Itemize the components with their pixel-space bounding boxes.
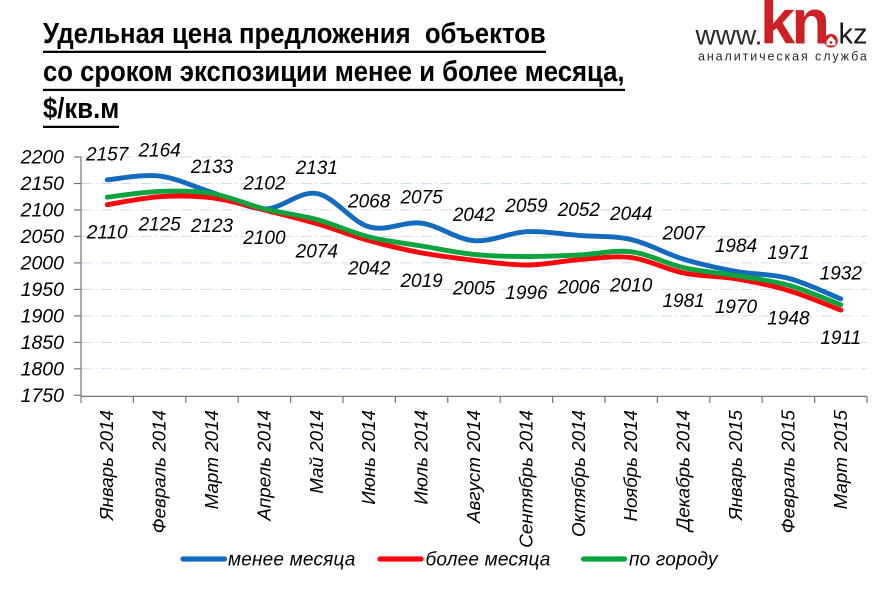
svg-text:2075: 2075 <box>399 188 443 209</box>
svg-text:Май 2014: Май 2014 <box>306 410 327 494</box>
svg-text:2044: 2044 <box>609 204 652 225</box>
svg-text:2005: 2005 <box>452 278 496 299</box>
svg-text:2006: 2006 <box>557 278 601 299</box>
svg-text:Февраль 2015: Февраль 2015 <box>777 409 798 533</box>
svg-text:2059: 2059 <box>504 196 548 217</box>
svg-text:1948: 1948 <box>767 309 810 330</box>
svg-text:Март 2015: Март 2015 <box>830 409 851 509</box>
svg-text:2050: 2050 <box>20 226 65 248</box>
svg-text:1984: 1984 <box>715 236 757 257</box>
svg-text:1900: 1900 <box>21 305 65 327</box>
svg-text:Октябрь 2014: Октябрь 2014 <box>568 410 589 537</box>
svg-text:kn: kn <box>760 0 827 58</box>
svg-text:1911: 1911 <box>820 328 861 349</box>
svg-text:Июль 2014: Июль 2014 <box>411 410 432 505</box>
svg-text:1971: 1971 <box>767 243 809 264</box>
svg-text:2133: 2133 <box>190 157 234 178</box>
svg-text:2100: 2100 <box>242 228 286 249</box>
svg-text:2007: 2007 <box>661 224 706 245</box>
svg-text:Март 2014: Март 2014 <box>201 410 222 509</box>
svg-text:Февраль 2014: Февраль 2014 <box>149 410 170 533</box>
svg-text:Декабрь 2014: Декабрь 2014 <box>673 410 694 533</box>
svg-text:1850: 1850 <box>21 332 65 354</box>
svg-text:1800: 1800 <box>21 358 65 380</box>
svg-text:Август 2014: Август 2014 <box>463 410 484 524</box>
svg-text:Ноябрь 2014: Ноябрь 2014 <box>620 410 641 522</box>
svg-text:аналитическая служба: аналитическая служба <box>698 50 869 64</box>
svg-text:2123: 2123 <box>190 216 234 237</box>
svg-text:Сентябрь 2014: Сентябрь 2014 <box>515 410 536 548</box>
svg-text:2042: 2042 <box>347 259 391 280</box>
svg-text:2000: 2000 <box>20 252 65 274</box>
svg-text:1970: 1970 <box>715 297 758 318</box>
svg-text:2164: 2164 <box>137 141 180 162</box>
svg-text:2200: 2200 <box>20 147 65 169</box>
svg-text:Январь 2014: Январь 2014 <box>96 410 117 521</box>
svg-text:2068: 2068 <box>347 191 391 212</box>
svg-text:Апрель 2014: Апрель 2014 <box>253 410 274 522</box>
svg-text:более месяца: более месяца <box>426 550 551 571</box>
svg-text:2102: 2102 <box>242 173 286 194</box>
svg-text:менее месяца: менее месяца <box>228 550 356 571</box>
svg-text:kz: kz <box>839 19 868 51</box>
svg-text:1750: 1750 <box>21 385 65 407</box>
svg-text:2150: 2150 <box>20 173 65 195</box>
svg-text:1996: 1996 <box>505 283 548 304</box>
svg-text:Июнь 2014: Июнь 2014 <box>358 410 379 505</box>
svg-text:2010: 2010 <box>609 276 653 297</box>
svg-text:1981: 1981 <box>662 291 704 312</box>
svg-text:www.: www. <box>695 20 763 51</box>
svg-text:по городу: по городу <box>629 550 719 571</box>
svg-text:2074: 2074 <box>295 242 338 263</box>
svg-text:2100: 2100 <box>20 200 65 222</box>
svg-text:1950: 1950 <box>21 279 65 301</box>
svg-text:2157: 2157 <box>85 144 130 165</box>
svg-text:1932: 1932 <box>820 263 863 284</box>
svg-text:Январь 2015: Январь 2015 <box>725 409 746 521</box>
svg-text:2125: 2125 <box>137 215 181 236</box>
svg-text:2042: 2042 <box>452 205 496 226</box>
svg-text:2110: 2110 <box>86 223 128 244</box>
svg-text:2052: 2052 <box>557 200 601 221</box>
svg-text:2019: 2019 <box>399 271 443 292</box>
svg-text:2131: 2131 <box>295 158 338 179</box>
